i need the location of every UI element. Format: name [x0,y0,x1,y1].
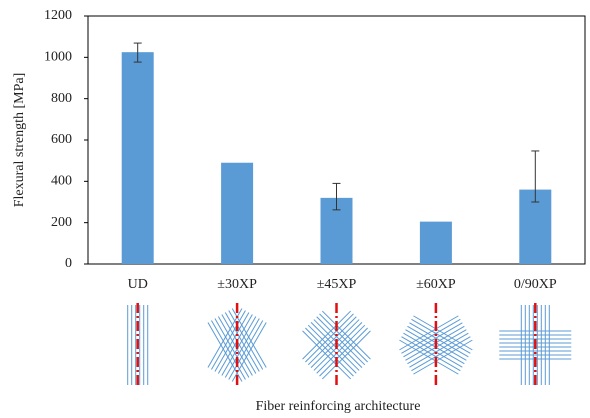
fiber-line [215,319,249,378]
y-axis-label: Flexural strength [MPa] [12,73,27,208]
fiber-line [401,319,460,353]
fiber-line [222,315,256,374]
y-tick-label: 600 [51,132,72,147]
fiber-line [211,321,245,380]
fiber-line [401,337,460,371]
x-tick-label: ±60XP [416,277,456,292]
y-tick-label: 1000 [44,50,72,65]
fiber-line [229,321,263,380]
fiber-line [229,311,263,370]
fiber-line [411,337,470,371]
y-tick-label: 1200 [44,8,72,23]
fiber-line [403,333,462,367]
fiber-line [225,313,259,372]
fiber-line [225,319,259,378]
fiber-line [218,317,252,376]
bar [221,163,253,264]
bar [420,222,452,264]
fiber-line [222,317,256,376]
y-tick-label: 200 [51,215,72,230]
fiber-line [409,333,468,367]
fiber-line [413,340,472,374]
fiber-line [215,313,249,372]
y-tick-label: 0 [65,256,72,271]
fiber-line [218,315,252,374]
fiber-line [399,316,458,350]
x-tick-label: ±45XP [317,277,357,292]
fiber-line [409,323,468,357]
x-tick-label: 0/90XP [514,277,557,292]
x-tick-label: ±30XP [217,277,257,292]
fiber-line [211,311,245,370]
chart: Flexural strength [MPa] Fiber reinforcin… [0,0,590,418]
bar [122,52,154,264]
x-tick-label: UD [128,277,148,292]
fiber-line [411,319,470,353]
fiber-line [403,323,462,357]
y-tick-label: 400 [51,174,72,189]
x-axis-label: Fiber reinforcing architecture [256,399,421,414]
y-tick-label: 800 [51,91,72,106]
